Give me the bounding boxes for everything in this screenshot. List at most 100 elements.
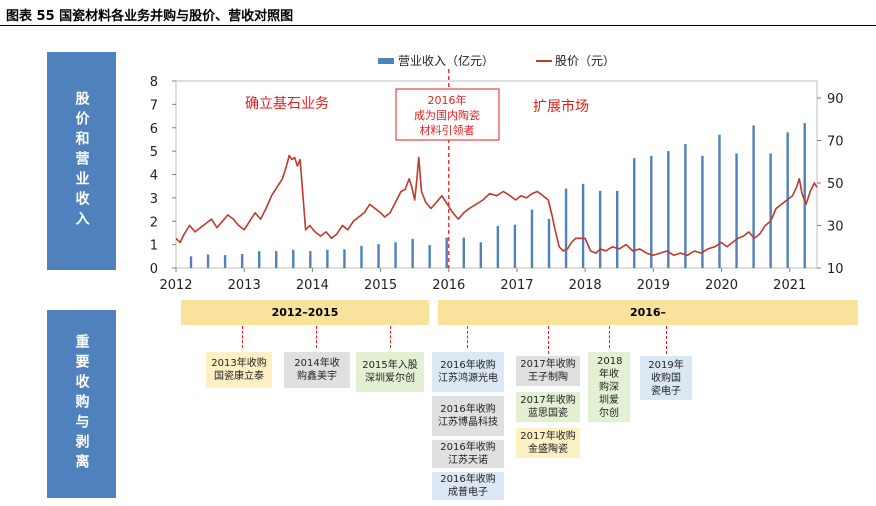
acquisition-label: 2016年收购江苏天诺 [440,442,496,466]
right-axis-tick-label: 90 [827,92,844,107]
revenue-bar [633,158,636,268]
revenue-bar [650,155,653,268]
revenue-bar [701,155,704,268]
left-axis-tick-label: 3 [150,192,158,207]
revenue-bar [513,224,517,268]
revenue-bar [564,188,568,268]
left-axis-tick-label: 5 [150,145,158,160]
revenue-bar [735,153,738,268]
revenue-bar [360,245,363,268]
x-axis-tick-label: 2018 [569,278,602,293]
revenue-bar [496,225,500,268]
annotation-expand-market: 扩展市场 [533,98,589,115]
acquisition-label: 2016年收购江苏鸿源光电 [438,360,498,384]
acquisition-label: 2018年收购深圳爱尔创 [597,355,623,419]
revenue-bar [718,134,721,268]
phase-bar-2016: 2016– [438,300,858,325]
acquisition-label: 2017年收购金盛陶瓷 [520,431,576,455]
acquisition-label: 2017年收购蓝思国瓷 [520,395,576,419]
connector-line [242,326,243,348]
revenue-bar [240,253,244,268]
revenue-bar [615,190,619,268]
acquisition-box: 2017年收购金盛陶瓷 [516,428,580,458]
acquisition-box: 2016年收购江苏鸿源光电 [432,352,504,392]
acquisition-box: 2018年收购深圳爱尔创 [588,352,630,422]
acquisition-label: 2017年收购王子制陶 [520,359,576,383]
price-line [175,154,818,257]
acquisition-box: 2015年入股深圳爱尔创 [356,352,424,392]
connector-line [467,326,468,348]
annotation-box-2016 [395,88,500,141]
revenue-bar [598,190,602,268]
figure-title: 图表 55 国瓷材料各业务并购与股价、营收对照图 [6,9,294,24]
revenue-bar [343,249,346,268]
price-revenue-chart: 0 1 2 3 4 5 6 7 8 10 30 50 70 90 2012 2013 2014 2015 2016 2… [150,53,844,293]
acquisition-box: 2019年收购国瓷电子 [640,356,692,400]
right-axis-tick-label: 10 [827,262,844,277]
acquisition-box: 2017年收购王子制陶 [516,356,580,386]
left-axis-tick-label: 6 [150,122,158,137]
acquisition-label: 2013年收购国瓷康立泰 [211,358,267,382]
revenue-bar [462,237,465,268]
revenue-bar [752,125,755,268]
left-axis-tick-label: 8 [150,75,158,90]
revenue-bar [667,151,670,268]
annotation-box-2016-line: 材料引领者 [420,123,475,137]
annotation-box-2016-line: 成为国内陶瓷 [414,108,480,122]
x-axis-tick-label: 2021 [773,278,806,293]
annotation-box-2016-line: 2016年 [428,93,467,107]
left-axis-tick-label: 0 [150,262,158,277]
legend-label-price: 股价（元） [555,54,615,68]
legend-swatch-revenue [378,58,394,64]
revenue-bar [206,254,210,268]
annotation-establish-core: 确立基石业务 [245,95,329,112]
phase-label-2016: 2016– [629,306,667,319]
acquisition-box: 2013年收购国瓷康立泰 [206,352,272,388]
revenue-bar [428,245,431,268]
legend-label-revenue: 营业收入（亿元） [398,53,494,68]
x-axis-tick-label: 2020 [705,278,738,293]
side-label-acquisitions-text: 重要收购与剥离 [73,334,90,474]
acquisition-box: 2016年收购江苏天诺 [432,440,504,468]
side-label-price-revenue-text: 股价和营业收入 [73,91,90,231]
left-axis-tick-label: 1 [150,239,158,254]
phase-bar-2012-2015: 2012–2015 [181,300,429,325]
acquisition-box: 2016年收购江苏博晶科技 [432,396,504,436]
revenue-bar [769,153,772,268]
legend: 营业收入（亿元） 股价（元） [378,53,615,68]
x-axis-tick-label: 2019 [637,278,670,293]
revenue-bar [445,237,448,268]
revenue-bar [309,251,312,268]
revenue-bar [684,144,687,268]
price-line-layer [175,154,818,257]
x-axis-tick-label: 2012 [159,278,192,293]
x-axis-tick-label: 2017 [500,278,533,293]
acquisition-box: 2016年收购成普电子 [432,472,504,500]
revenue-bar [292,249,295,268]
revenue-bar [223,255,227,268]
revenue-bar [803,123,806,268]
acquisition-label: 2015年入股深圳爱尔创 [362,360,418,384]
connector-line [316,326,317,348]
connector-line [666,326,667,354]
revenue-bar [275,251,278,268]
revenue-bar [189,256,193,268]
right-axis-tick-label: 50 [827,177,844,192]
connector-line [548,326,549,354]
left-axis-tick-label: 4 [150,169,158,184]
acquisition-box: 2014年收购鑫美宇 [284,352,350,388]
revenue-bar [326,249,329,268]
left-axis-tick-label: 2 [150,215,158,230]
left-axis-tick-label: 7 [150,98,158,113]
x-axis-tick-label: 2015 [364,278,397,293]
revenue-bar [547,218,551,268]
axes-layer: 0 1 2 3 4 5 6 7 8 10 30 50 70 90 2012 2013 2014 2015 2016 2… [150,75,844,293]
phase-label-2012-2015: 2012–2015 [271,306,339,319]
connector-line [609,326,610,348]
connector-line [390,326,391,348]
revenue-bar [377,244,380,268]
side-label-price-revenue: 股价和营业收入 [47,52,116,270]
acquisition-label: 2014年收购鑫美宇 [294,358,340,382]
revenue-bar [411,238,414,268]
